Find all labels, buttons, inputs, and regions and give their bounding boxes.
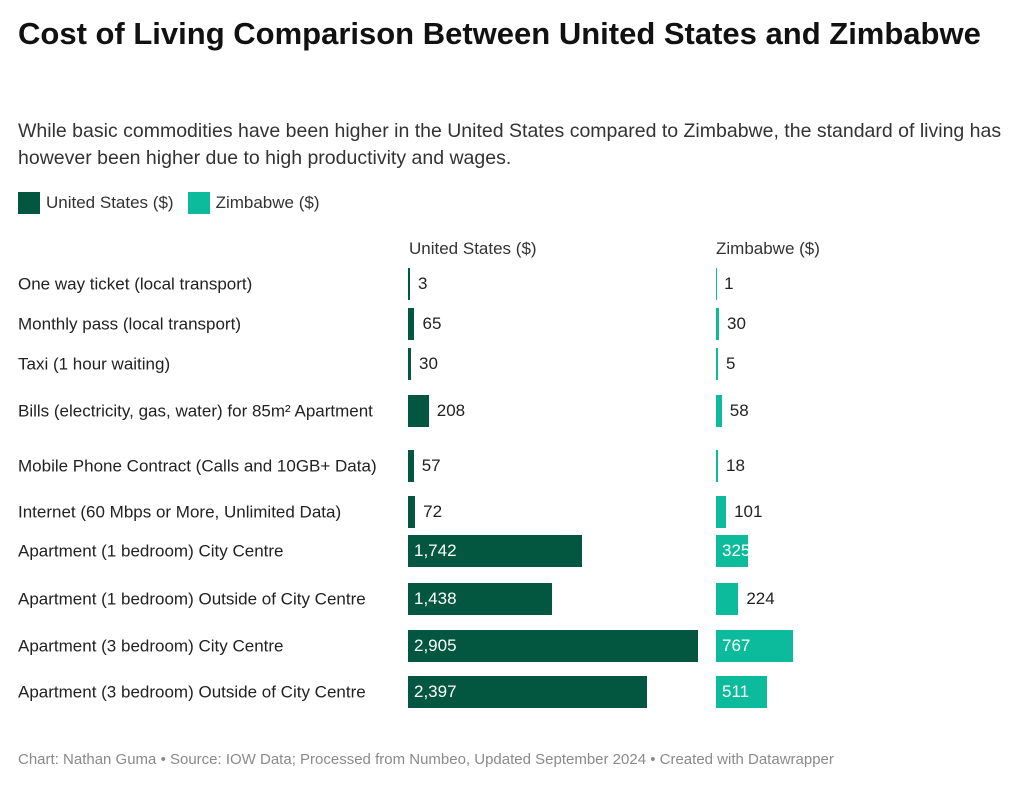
category-label: Taxi (1 hour waiting) [18,354,171,374]
zw-value-label: 1 [724,274,734,293]
category-label: Mobile Phone Contract (Calls and 10GB+ D… [18,456,377,476]
zw-value-label: 18 [726,456,745,475]
us-value-label: 3 [418,274,428,293]
zw-bar [716,450,718,482]
legend-item-us: United States ($) [18,192,174,214]
zw-bar [716,630,793,662]
legend-item-zw: Zimbabwe ($) [187,192,320,214]
category-label: Monthly pass (local transport) [18,314,241,334]
zw-bar [716,496,727,528]
zw-value-label: 30 [726,314,746,333]
legend-label-us: United States ($) [46,193,174,212]
category-label: One way ticket (local transport) [18,274,253,294]
us-bar [408,630,698,662]
category-label: Apartment (1 bedroom) City Centre [18,541,284,561]
category-label: Bills (electricity, gas, water) for 85m²… [18,401,373,421]
us-value-label: 65 [422,314,442,333]
legend-label-zw: Zimbabwe ($) [215,193,320,212]
category-label: Internet (60 Mbps or More, Unlimited Dat… [18,502,342,522]
us-bar [408,450,414,482]
us-bar [408,395,429,427]
us-value-label: 30 [418,354,438,373]
us-bar [408,676,648,708]
us-value-label: 1,438 [414,589,457,608]
us-value-label: 2,397 [414,682,457,701]
zw-value-label: 767 [722,636,751,655]
category-label: Apartment (3 bedroom) City Centre [18,636,284,656]
zw-value-label: 5 [726,354,736,373]
chart-subtitle: While basic commodities have been higher… [18,120,1002,169]
zw-bar [716,395,722,427]
us-bar [408,268,410,300]
zw-value-label: 224 [746,589,775,608]
us-bar [408,308,415,340]
us-bar [408,496,416,528]
zw-bar [716,676,767,708]
column-header-us: United States ($) [409,239,537,258]
us-bar [408,583,552,615]
zw-bar [716,583,739,615]
zw-bar [716,348,718,380]
us-bar [408,535,582,567]
zw-value-label: 58 [729,401,749,420]
zw-value-label: 511 [722,682,750,701]
legend-swatch-us [18,192,40,214]
us-value-label: 2,905 [414,636,457,655]
us-value-label: 1,742 [414,541,457,560]
us-value-label: 57 [421,456,441,475]
zw-bar [716,308,719,340]
chart-title: Cost of Living Comparison Between United… [18,16,981,51]
legend: United States ($) Zimbabwe ($) [18,192,319,214]
zw-bar [716,535,749,567]
us-value-label: 208 [436,401,466,420]
column-header-zw: Zimbabwe ($) [716,239,820,258]
us-value-label: 72 [423,502,443,521]
zw-value-label: 101 [734,502,763,521]
category-label: Apartment (3 bedroom) Outside of City Ce… [18,682,366,702]
zw-value-label: 325 [722,541,751,560]
us-bar [408,348,411,380]
legend-swatch-zw [187,192,210,214]
category-label: Apartment (1 bedroom) Outside of City Ce… [18,589,366,609]
footer-credits: Chart: Nathan Guma • Source: IOW Data; P… [18,751,834,768]
